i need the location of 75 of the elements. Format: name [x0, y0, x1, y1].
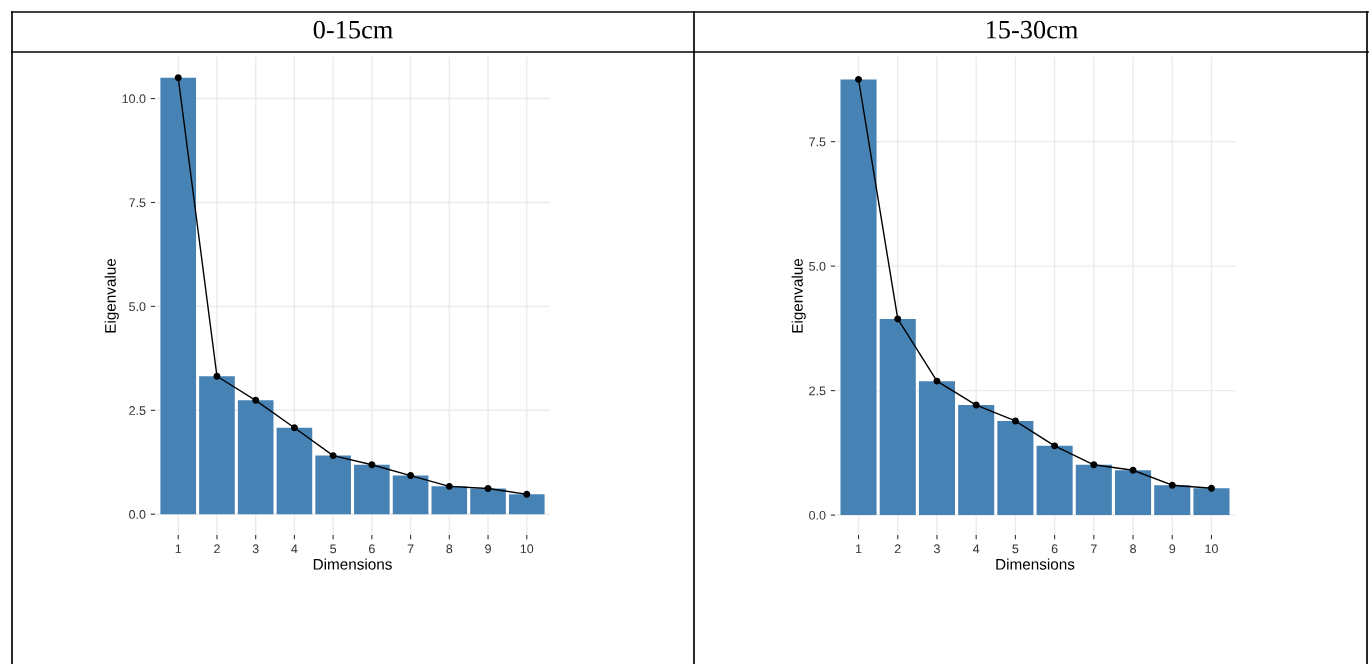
y-tick-label: 5.0: [809, 261, 826, 271]
x-tick-label: 4: [291, 544, 298, 554]
bar: [354, 464, 390, 515]
point: [1168, 481, 1176, 489]
bar: [958, 405, 995, 516]
x-axis-title: Dimensions: [996, 558, 1075, 570]
point: [484, 484, 492, 492]
bar: [879, 318, 916, 516]
bar: [1154, 485, 1191, 516]
bar: [1193, 488, 1230, 516]
y-axis-title: Eigenvalue: [104, 258, 119, 333]
x-tick-label: 7: [1090, 544, 1097, 554]
point: [174, 74, 182, 82]
x-tick-label: 5: [330, 544, 337, 554]
x-tick-label: 8: [1130, 544, 1136, 554]
y-tick-label: 0.0: [809, 510, 826, 520]
point: [329, 452, 337, 460]
y-tick-label: 0.0: [129, 510, 146, 519]
point: [523, 490, 531, 498]
point: [972, 401, 980, 409]
y-axis-title: Eigenvalue: [791, 258, 806, 333]
x-tick-label: 6: [1051, 544, 1058, 554]
y-tick-label: 2.5: [129, 406, 146, 415]
x-tick-label: 2: [214, 544, 220, 554]
bar: [918, 381, 955, 516]
x-axis-title: Dimensions: [313, 558, 392, 570]
point: [933, 377, 941, 385]
point: [1090, 461, 1098, 469]
chart-title: 0-15cm: [313, 20, 393, 39]
y-tick-label: 7.5: [809, 137, 826, 147]
x-tick-label: 8: [446, 544, 453, 554]
bar: [315, 455, 351, 515]
y-tick-label: 5.0: [129, 302, 146, 312]
y-tick-label: 10.0: [122, 94, 146, 104]
point: [213, 372, 221, 380]
bar: [237, 400, 274, 515]
bar: [508, 494, 545, 515]
chart-title: 15-30cm: [986, 20, 1078, 39]
y-tick-label: 7.5: [129, 198, 146, 208]
bar: [840, 79, 877, 516]
point: [1051, 442, 1059, 450]
point: [368, 461, 376, 469]
bar: [199, 376, 235, 515]
point: [290, 424, 298, 432]
point: [855, 75, 863, 83]
x-tick-label: 6: [369, 544, 375, 554]
x-tick-label: 10: [520, 544, 534, 554]
bar: [392, 475, 429, 515]
x-tick-label: 5: [1012, 544, 1019, 554]
x-tick-label: 9: [1169, 544, 1176, 554]
point: [407, 472, 415, 480]
bar: [160, 77, 197, 515]
x-tick-label: 3: [933, 544, 940, 554]
x-tick-label: 4: [972, 544, 980, 554]
y-tick-label: 2.5: [809, 386, 826, 396]
x-tick-label: 3: [252, 544, 259, 554]
bar: [997, 420, 1034, 516]
point: [1207, 484, 1215, 492]
bar: [470, 488, 506, 515]
point: [1129, 466, 1137, 474]
point: [445, 482, 453, 490]
bar: [431, 486, 468, 515]
x-tick-label: 9: [485, 544, 491, 554]
point: [1011, 417, 1019, 425]
x-tick-label: 1: [856, 544, 862, 554]
bar: [1115, 470, 1152, 516]
x-tick-label: 10: [1205, 544, 1218, 554]
bar: [276, 427, 313, 515]
point: [252, 396, 260, 404]
x-tick-label: 2: [894, 544, 901, 554]
bar: [1075, 464, 1112, 516]
bar: [1036, 445, 1073, 516]
x-tick-label: 1: [175, 544, 182, 554]
point: [894, 315, 902, 323]
x-tick-label: 7: [407, 544, 414, 554]
